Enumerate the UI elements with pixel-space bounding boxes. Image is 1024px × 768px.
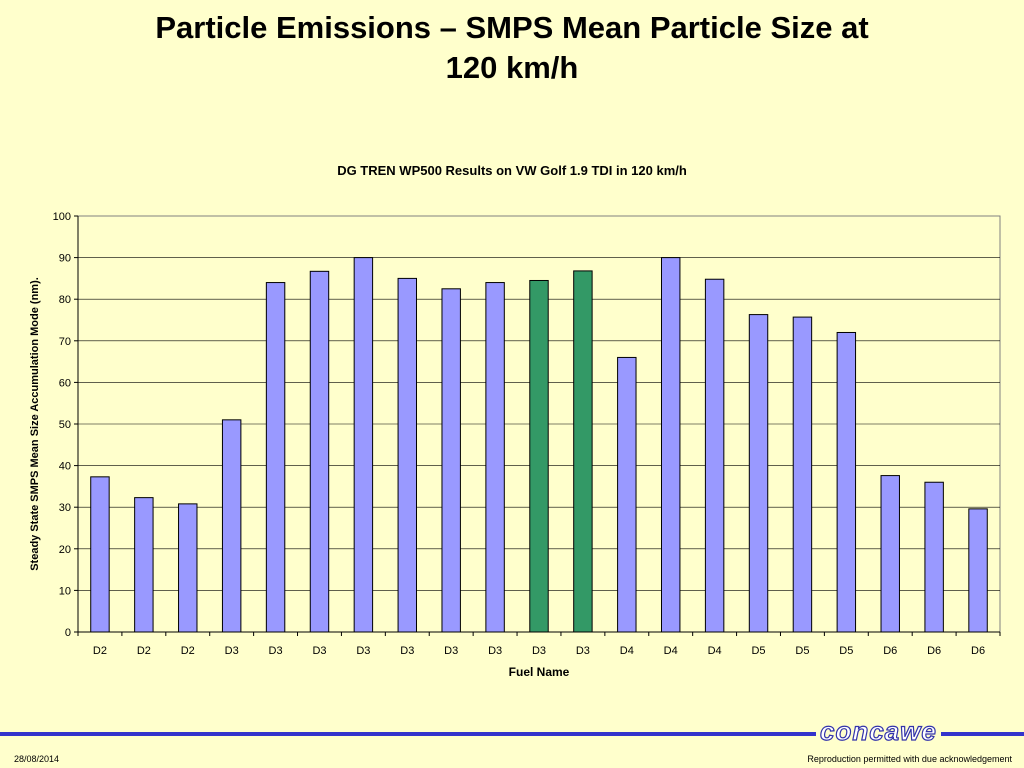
x-tick-label: D3	[312, 645, 326, 657]
x-tick-label: D5	[795, 645, 809, 657]
bar	[748, 314, 769, 633]
bar	[265, 282, 286, 633]
slide-title-line-1: Particle Emissions – SMPS Mean Particle …	[155, 10, 869, 45]
y-tick-label: 10	[59, 585, 71, 597]
x-tick-label: D6	[927, 645, 941, 657]
bar-chart: 0 10 20 30 40 50 60 70 80 90 100 D2 D2 D2 D3 D3 D3 D3 D3 D3…	[29, 211, 1001, 679]
bar	[221, 419, 242, 633]
y-tick-label: 90	[59, 253, 71, 265]
x-tick-label: D4	[708, 645, 722, 657]
footer-date: 28/08/2014	[14, 754, 60, 764]
y-tick-label: 0	[65, 627, 71, 639]
bar	[309, 270, 330, 633]
x-tick-label: D2	[181, 645, 195, 657]
bar	[836, 331, 857, 633]
slide-title-line-2: 120 km/h	[445, 50, 579, 85]
x-tick-label: D6	[971, 645, 985, 657]
x-tick-label: D5	[839, 645, 853, 657]
x-tick-label: D3	[269, 645, 283, 657]
footer-note: Reproduction permitted with due acknowle…	[807, 754, 1012, 764]
bar	[529, 279, 549, 633]
y-axis-title: Steady State SMPS Mean Size Accumulation…	[29, 277, 41, 571]
x-tick-label: D4	[664, 645, 678, 657]
x-tick-label: D6	[883, 645, 897, 657]
bar	[178, 503, 198, 633]
x-tick-label: D3	[225, 645, 239, 657]
x-axis-title: Fuel Name	[509, 665, 570, 679]
y-tick-label: 20	[59, 544, 71, 556]
chart-title: DG TREN WP500 Results on VW Golf 1.9 TDI…	[337, 163, 687, 178]
footer-rule	[0, 732, 1024, 736]
bar	[573, 270, 593, 633]
bar	[704, 278, 725, 633]
y-tick-label: 40	[59, 461, 71, 473]
y-tick-label: 100	[53, 211, 71, 223]
concawe-logo: concawe	[816, 715, 941, 747]
x-tick-label: D3	[400, 645, 414, 657]
bar	[968, 508, 988, 633]
x-tick-label: D3	[488, 645, 502, 657]
x-tick-label: D2	[137, 645, 151, 657]
bar	[924, 481, 944, 633]
bar	[90, 476, 110, 633]
bar	[441, 288, 461, 633]
x-tick-label: D2	[93, 645, 107, 657]
x-tick-label: D3	[576, 645, 590, 657]
bar	[660, 257, 681, 633]
y-tick-label: 80	[59, 294, 71, 306]
bar	[880, 475, 900, 633]
x-tick-label: D3	[532, 645, 546, 657]
x-tick-label: D3	[356, 645, 370, 657]
bar	[617, 356, 637, 633]
x-tick-label: D4	[620, 645, 634, 657]
slide-title: Particle Emissions – SMPS Mean Particle …	[60, 8, 964, 88]
bar	[792, 316, 813, 633]
bar	[485, 282, 505, 633]
y-tick-label: 70	[59, 336, 71, 348]
bar	[134, 497, 154, 633]
bar	[353, 257, 374, 633]
x-tick-label: D3	[444, 645, 458, 657]
x-tick-label: D5	[751, 645, 765, 657]
y-tick-label: 60	[59, 377, 71, 389]
y-tick-label: 50	[59, 419, 71, 431]
y-tick-label: 30	[59, 502, 71, 514]
bar	[397, 277, 418, 633]
